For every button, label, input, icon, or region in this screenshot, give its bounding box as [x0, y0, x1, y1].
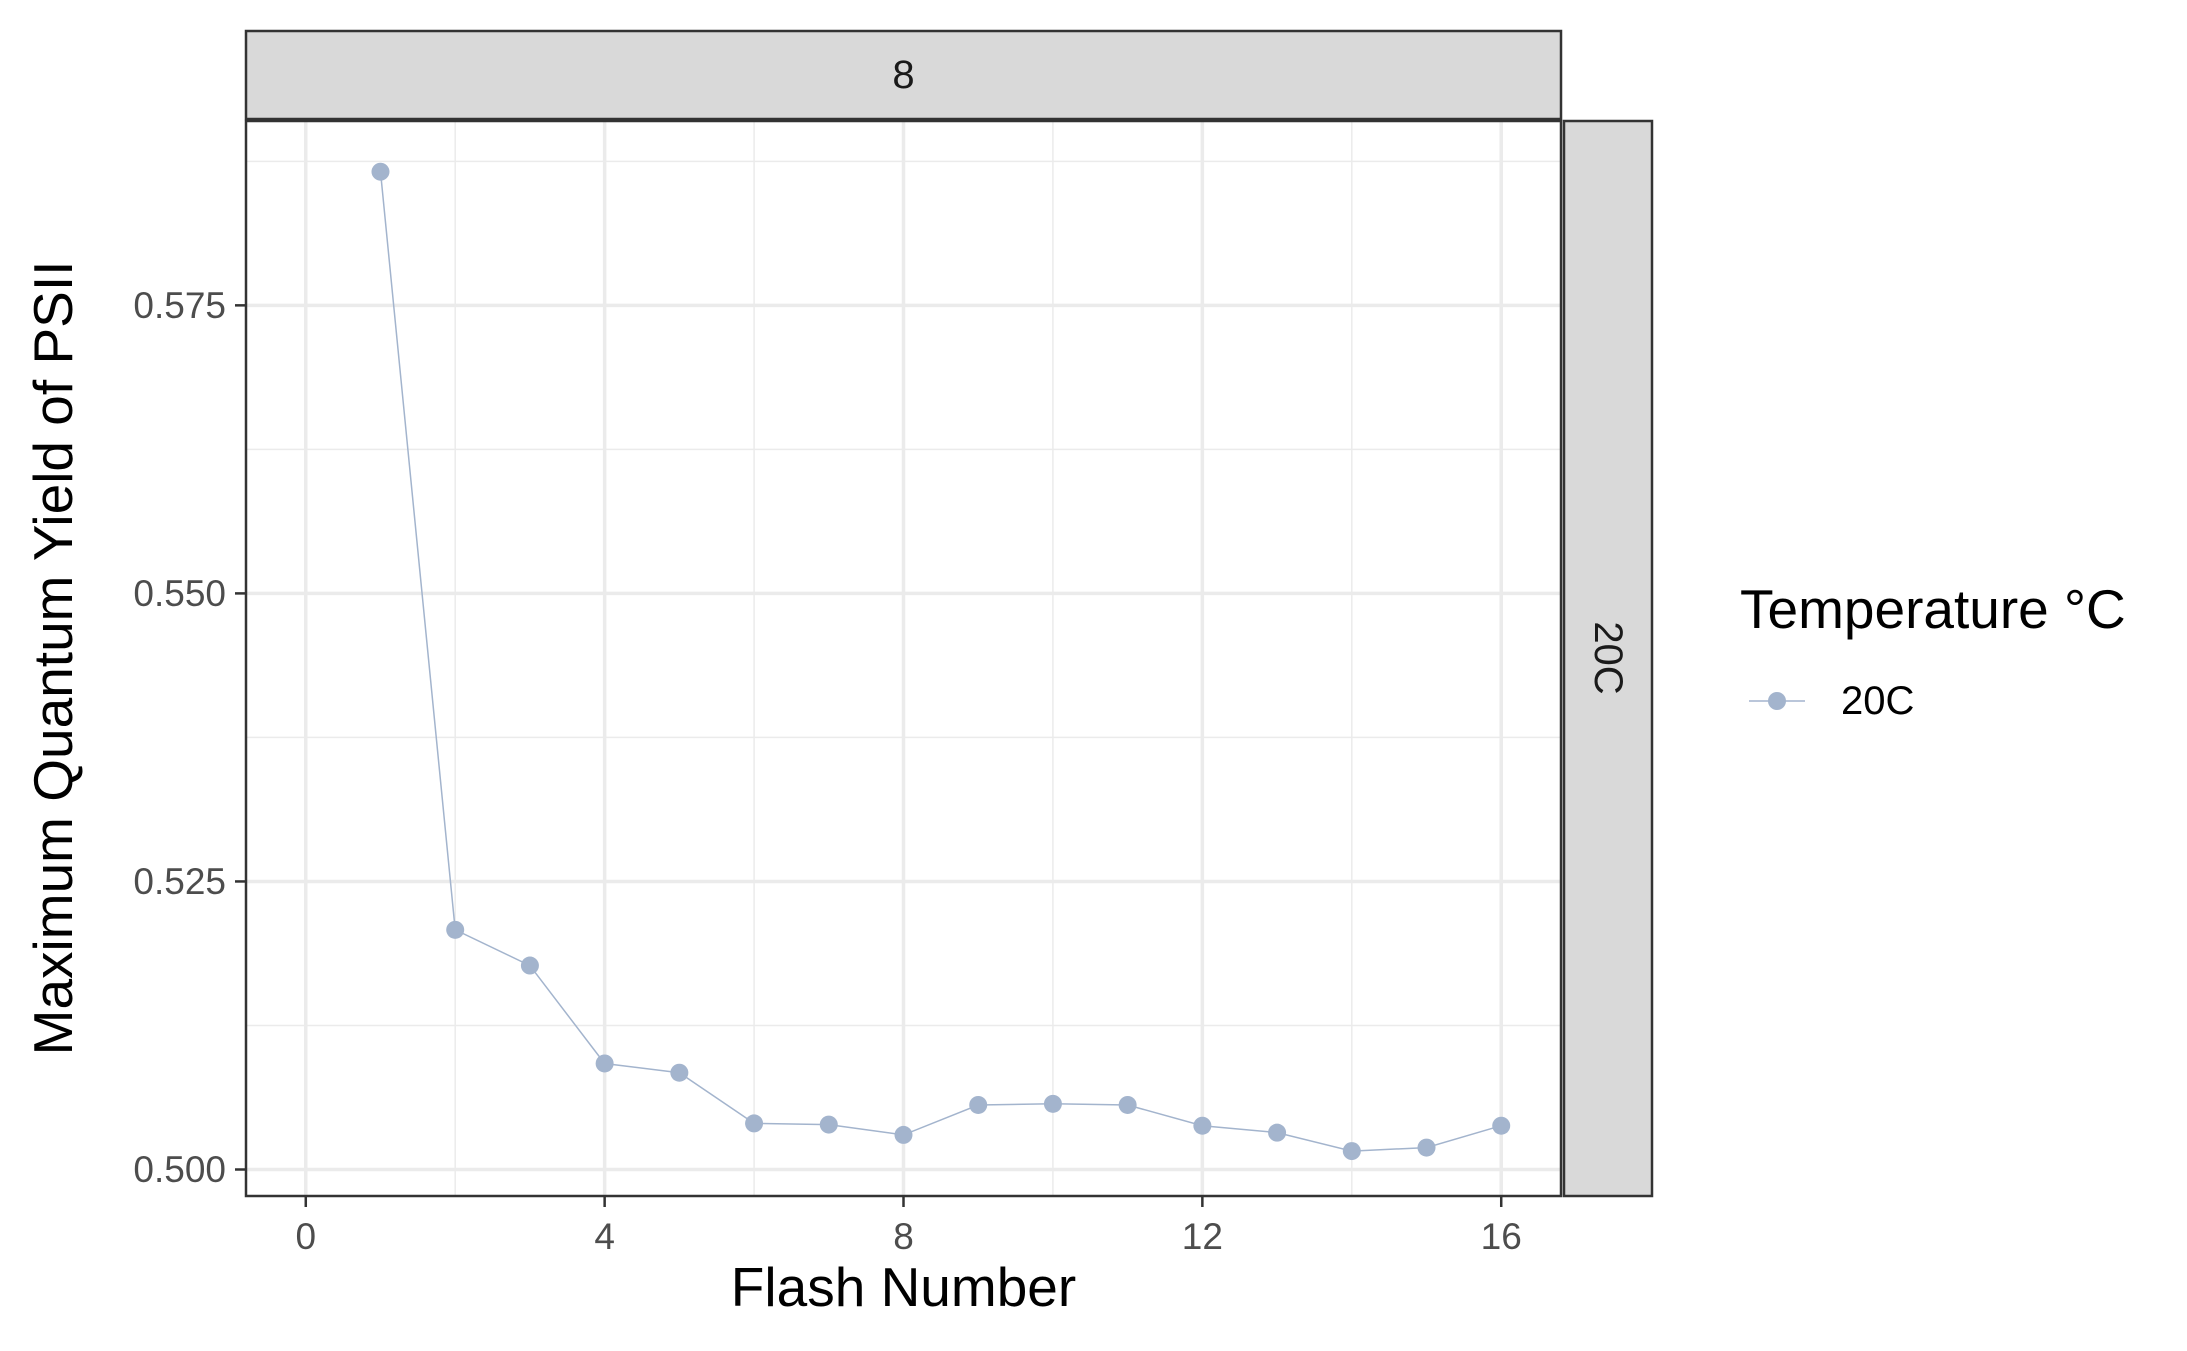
legend: Temperature °C 20C — [1740, 578, 2126, 723]
right-strip — [1562, 119, 1654, 1198]
data-point — [1193, 1116, 1212, 1135]
data-point — [595, 1054, 614, 1073]
x-tick-label: 8 — [893, 1216, 914, 1257]
major-gridlines — [246, 121, 1561, 1196]
y-tick-label: 0.575 — [133, 285, 226, 326]
legend-title: Temperature °C — [1740, 578, 2126, 640]
data-point — [670, 1063, 689, 1082]
series-layer — [371, 162, 1511, 1161]
data-point — [1268, 1123, 1287, 1142]
y-tick-label: 0.550 — [133, 573, 226, 614]
data-point — [1043, 1094, 1062, 1113]
x-tick-label: 0 — [295, 1216, 316, 1257]
series-line — [379, 171, 1502, 1152]
y-axis-title: Maximum Quantum Yield of PSII — [22, 261, 84, 1056]
data-point — [894, 1125, 913, 1144]
legend-key-point — [1768, 692, 1786, 710]
x-axis: 0 4 8 12 16 — [295, 1196, 1522, 1257]
data-point — [1492, 1116, 1511, 1135]
y-axis: 0.500 0.525 0.550 0.575 — [133, 285, 246, 1190]
data-point — [446, 920, 465, 939]
data-point — [1417, 1138, 1436, 1157]
right-strip-label: 20C — [1586, 621, 1630, 694]
data-point — [520, 956, 539, 975]
x-axis-title: Flash Number — [731, 1256, 1076, 1318]
legend-entry-label: 20C — [1841, 679, 1914, 723]
data-point — [1342, 1142, 1361, 1161]
data-point — [819, 1115, 838, 1134]
x-tick-label: 16 — [1481, 1216, 1522, 1257]
data-point — [371, 162, 390, 181]
y-tick-label: 0.500 — [133, 1149, 226, 1190]
top-strip — [244, 29, 1563, 121]
data-point — [1118, 1095, 1137, 1114]
data-point — [969, 1095, 988, 1114]
y-tick-label: 0.525 — [133, 861, 226, 902]
x-tick-label: 4 — [594, 1216, 615, 1257]
top-strip-label: 8 — [892, 53, 914, 97]
x-tick-label: 12 — [1182, 1216, 1223, 1257]
data-point — [745, 1114, 764, 1133]
